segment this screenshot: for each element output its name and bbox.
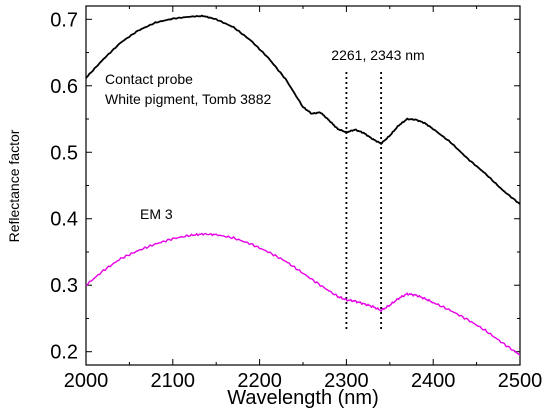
axis-ticks — [85, 6, 521, 365]
plot-frame — [85, 5, 521, 366]
em3-label: EM 3 — [140, 206, 173, 222]
y-tick-label: 0.7 — [50, 9, 78, 31]
y-tick-label: 0.3 — [50, 275, 78, 297]
x-tick-label: 2500 — [498, 370, 543, 392]
series-line-em3 — [85, 232, 521, 356]
x-tick-label: 2100 — [151, 370, 196, 392]
x-tick-label: 2400 — [411, 370, 456, 392]
series-line-contact-probe — [85, 14, 521, 205]
y-tick-label: 0.6 — [50, 76, 78, 98]
marker-lines-label: 2261, 2343 nm — [331, 47, 424, 63]
y-tick-label: 0.5 — [50, 142, 78, 164]
white-pigment-label: White pigment, Tomb 3882 — [105, 91, 271, 107]
x-tick-label: 2000 — [64, 370, 109, 392]
y-tick-label: 0.4 — [50, 209, 78, 231]
y-tick-label: 0.2 — [50, 342, 78, 364]
y-axis-title: Reflectance factor — [6, 129, 22, 242]
x-tick-label: 2200 — [237, 370, 282, 392]
x-axis-title: Wavelength (nm) — [227, 387, 379, 409]
marker-lines — [345, 72, 383, 330]
series-lines — [85, 14, 521, 356]
axis-tick-labels: 2000 2100 2200 2300 2400 2500 0.2 0.3 0.4 0.5 0.6 0… — [50, 9, 542, 392]
contact-probe-label: Contact probe — [105, 71, 193, 87]
x-tick-label: 2300 — [324, 370, 369, 392]
